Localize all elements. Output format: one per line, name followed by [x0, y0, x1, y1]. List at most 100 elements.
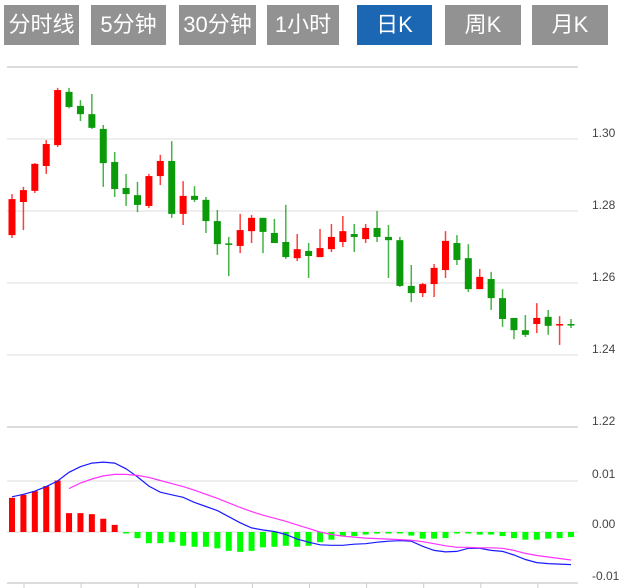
candle-body: [487, 279, 495, 299]
candle-up: [236, 213, 244, 254]
candle-body: [327, 236, 335, 250]
dea-line: [68, 473, 572, 561]
candle-body: [168, 160, 176, 214]
candle-body: [350, 234, 358, 237]
tab-monthly-k[interactable]: 月K: [532, 5, 608, 45]
candle-body: [521, 330, 529, 335]
macd-bar: [522, 532, 529, 540]
macd-bar: [465, 532, 472, 534]
macd-bar: [488, 532, 495, 535]
candle-up: [248, 214, 256, 244]
candle-up: [430, 263, 438, 298]
tab-timeshare[interactable]: 分时线: [4, 5, 79, 45]
candle-body: [31, 163, 39, 191]
macd-bar: [510, 532, 517, 539]
candle-down: [99, 124, 107, 187]
candle-down: [213, 209, 221, 255]
tab-5min[interactable]: 5分钟: [91, 5, 166, 45]
candle-body: [316, 248, 324, 258]
candle-body: [293, 249, 301, 259]
macd-bar: [20, 494, 27, 532]
candle-body: [499, 298, 507, 319]
candle-up: [316, 229, 324, 258]
candle-body: [54, 90, 62, 146]
macd-bar: [408, 532, 415, 536]
candle-up: [179, 181, 187, 226]
candle-up: [31, 163, 39, 193]
candle-body: [122, 187, 130, 195]
macd-bar: [351, 532, 358, 537]
candle-body: [65, 91, 73, 107]
macd-bar: [533, 532, 540, 540]
macd-bar: [374, 532, 381, 534]
candle-down: [464, 244, 472, 292]
candle-body: [567, 324, 575, 326]
candle-body: [133, 195, 141, 205]
candle-down: [521, 315, 529, 337]
candle-body: [396, 240, 404, 286]
candle-body: [373, 227, 381, 237]
candle-up: [339, 216, 347, 247]
macd-bar: [237, 532, 244, 552]
macd-bar: [259, 532, 266, 548]
candle-body: [282, 241, 290, 258]
macd-bar: [442, 532, 449, 539]
candle-down: [133, 181, 141, 213]
candle-down: [65, 87, 73, 109]
candle-up: [362, 223, 370, 244]
macd-bar: [431, 532, 438, 539]
macd-bar: [168, 532, 175, 543]
candle-down: [88, 94, 96, 129]
macd-bar: [248, 532, 255, 551]
candle-down: [202, 196, 210, 233]
candle-body: [384, 236, 392, 241]
candle-down: [396, 236, 404, 287]
candle-body: [76, 105, 84, 115]
macd-bar: [145, 532, 152, 544]
macd-bar: [180, 532, 187, 546]
candle-down: [499, 289, 507, 327]
candle-up: [8, 194, 16, 238]
candle-body: [407, 285, 415, 294]
candle-body: [259, 217, 267, 232]
candle-down: [453, 235, 461, 265]
candle-up: [556, 316, 564, 345]
candle-down: [225, 236, 233, 277]
candle-up: [42, 140, 50, 174]
tab-weekly-k[interactable]: 周K: [445, 5, 521, 45]
macd-bar: [499, 532, 506, 537]
macd-bar: [385, 532, 392, 534]
macd-bar: [396, 532, 403, 534]
candle-body: [111, 162, 119, 190]
candle-body: [225, 243, 233, 245]
candle-up: [442, 231, 450, 278]
macd-bar: [225, 532, 232, 551]
macd-bar: [157, 532, 164, 544]
y-tick-label: 1.30: [592, 126, 616, 140]
candle-down: [168, 141, 176, 218]
macd-bar: [9, 497, 15, 532]
candle-down: [487, 271, 495, 310]
candle-body: [19, 190, 27, 202]
tab-daily-k[interactable]: 日K: [357, 5, 432, 45]
candle-body: [305, 250, 313, 256]
candle-up: [327, 223, 335, 253]
macd-bar: [43, 486, 50, 532]
macd-bar: [111, 524, 118, 532]
macd-tick-label: -0.01: [592, 569, 620, 583]
candle-down: [544, 310, 552, 335]
macd-bar: [202, 532, 209, 547]
macd-tick-label: 0.01: [592, 467, 616, 481]
candle-up: [54, 87, 62, 147]
candle-down: [111, 151, 119, 197]
candle-body: [179, 195, 187, 214]
macd-bar: [545, 532, 552, 539]
tab-1hour[interactable]: 1小时: [267, 5, 339, 45]
candle-body: [236, 230, 244, 246]
macd-bar: [271, 532, 278, 547]
candle-down: [270, 218, 278, 244]
tab-30min[interactable]: 30分钟: [179, 5, 256, 45]
macd-bar: [66, 513, 73, 532]
candle-body: [248, 217, 256, 232]
candle-body: [556, 324, 564, 326]
